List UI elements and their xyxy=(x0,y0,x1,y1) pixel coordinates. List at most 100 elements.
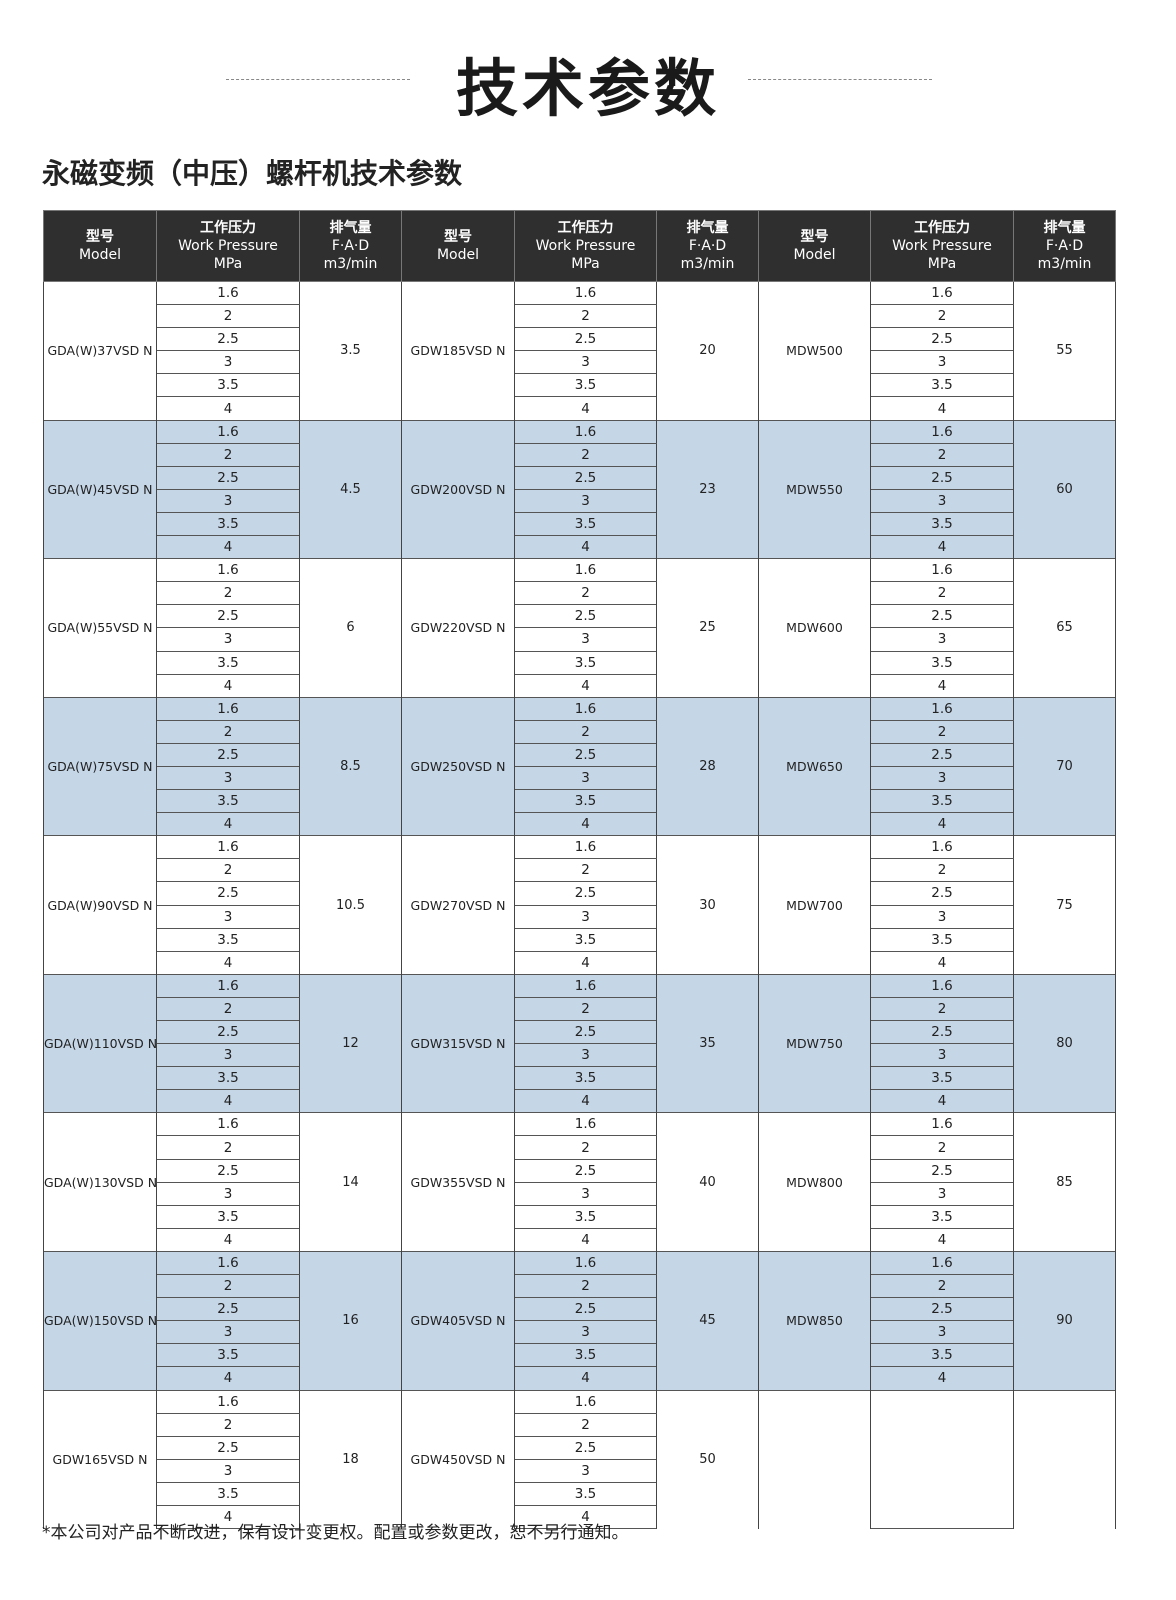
model-cell: GDA(W)37VSD N xyxy=(43,281,157,421)
pressure-cell: 2.5 xyxy=(156,1020,300,1045)
pressure-cell: 1.6 xyxy=(870,696,1014,721)
table-row: 2.5 2.5 2.5 xyxy=(44,1297,1116,1322)
pressure-cell: 4 xyxy=(156,674,300,698)
pressure-cell: 2 xyxy=(514,443,657,467)
pressure-cell: 4 xyxy=(870,1089,1014,1114)
model-cell: MDW800 xyxy=(758,1112,871,1252)
pressure-cell: 4 xyxy=(156,1228,300,1252)
fad-cell: 4.5 xyxy=(299,419,402,559)
pressure-cell: 4 xyxy=(514,951,657,975)
pressure-cell: 3 xyxy=(870,1182,1014,1206)
model-cell: MDW850 xyxy=(758,1250,871,1390)
table-row: 3.5 3.5 3.5 xyxy=(44,1205,1116,1229)
fad-cell-empty xyxy=(1013,1389,1116,1529)
model-cell: GDW270VSD N xyxy=(401,835,515,975)
fad-cell: 35 xyxy=(656,973,759,1113)
table-row: GDW165VSD N 1.6 18 GDW450VSD N 1.6 50 xyxy=(43,1389,1116,1529)
pressure-cell: 2 xyxy=(156,1413,300,1437)
pressure-cell: 3.5 xyxy=(156,512,300,537)
table-row: 3 3 3 xyxy=(44,350,1116,375)
pressure-cell: 2 xyxy=(156,1135,300,1160)
table-row: 3.5 3.5 3.5 xyxy=(44,1343,1116,1368)
pressure-cell: 2.5 xyxy=(870,743,1014,767)
pressure-cell: 2.5 xyxy=(514,466,657,490)
table-row: 3.5 3.5 3.5 xyxy=(44,1066,1116,1091)
table-header: 型号 Model 工作压力 Work Pressure MPa 排气量 F·A·D m3/mi… xyxy=(43,210,1116,282)
pressure-cell: 1.6 xyxy=(156,1112,300,1137)
model-cell: GDW200VSD N xyxy=(401,419,515,559)
pressure-cell: 3.5 xyxy=(156,789,300,814)
pressure-cell: 2.5 xyxy=(870,466,1014,490)
pressure-cell: 3 xyxy=(514,1043,657,1068)
pressure-cell: 3.5 xyxy=(156,1343,300,1368)
table-row: GDA(W)55VSD N 1.6 6 GDW220VSD N 1.6 25 MDW600 1… xyxy=(43,558,1116,698)
table-row: 3.5 3.5 3.5 xyxy=(44,512,1116,537)
model-cell: GDW165VSD N xyxy=(43,1389,157,1529)
pressure-cell: 3.5 xyxy=(870,789,1014,814)
model-cell: GDW355VSD N xyxy=(401,1112,515,1252)
fad-cell: 12 xyxy=(299,973,402,1113)
pressure-cell: 4 xyxy=(870,1366,1014,1391)
pressure-cell: 3.5 xyxy=(870,1343,1014,1368)
pressure-cell: 3 xyxy=(870,627,1014,652)
pressure-cell: 1.6 xyxy=(870,280,1014,306)
pressure-cell: 4 xyxy=(870,535,1014,560)
pressure-cell: 2 xyxy=(514,581,657,606)
pressure-cell: 3.5 xyxy=(514,1343,657,1368)
pressure-cell: 1.6 xyxy=(870,1250,1014,1276)
pressure-cell: 4 xyxy=(514,1089,657,1114)
table-row: 2.5 2.5 2.5 xyxy=(44,881,1116,906)
pressure-cell-empty xyxy=(870,1482,1014,1506)
pressure-cell: 3 xyxy=(156,1320,300,1345)
pressure-cell: 3.5 xyxy=(156,1066,300,1091)
model-cell-empty xyxy=(758,1389,871,1529)
model-cell: GDA(W)130VSD N xyxy=(43,1112,157,1252)
table-row: 2.5 2.5 2.5 xyxy=(44,604,1116,629)
header-model: 型号 Model xyxy=(758,210,871,282)
table-row: 2 2 2 xyxy=(44,720,1116,744)
pressure-cell: 1.6 xyxy=(156,280,300,306)
fad-cell: 65 xyxy=(1013,558,1116,698)
pressure-cell: 3.5 xyxy=(870,1066,1014,1091)
header-model: 型号 Model xyxy=(401,210,515,282)
pressure-cell: 4 xyxy=(514,535,657,560)
pressure-cell: 2 xyxy=(870,858,1014,883)
pressure-cell: 2 xyxy=(870,581,1014,606)
pressure-cell: 2 xyxy=(514,1413,657,1437)
pressure-cell: 4 xyxy=(870,951,1014,975)
pressure-cell: 3 xyxy=(514,905,657,929)
pressure-cell: 2 xyxy=(156,1274,300,1299)
pressure-cell: 1.6 xyxy=(514,1389,657,1414)
pressure-cell: 1.6 xyxy=(870,835,1014,860)
pressure-cell: 3 xyxy=(870,1320,1014,1345)
pressure-cell: 2.5 xyxy=(156,743,300,767)
model-cell: MDW550 xyxy=(758,419,871,559)
pressure-cell: 2 xyxy=(870,997,1014,1022)
fad-cell: 40 xyxy=(656,1112,759,1252)
pressure-cell: 3 xyxy=(514,1459,657,1483)
pressure-cell: 3.5 xyxy=(514,789,657,814)
pressure-cell: 3.5 xyxy=(514,1482,657,1506)
pressure-cell: 2 xyxy=(156,581,300,606)
pressure-cell: 3.5 xyxy=(156,1482,300,1506)
pressure-cell-empty xyxy=(870,1459,1014,1483)
pressure-cell: 3.5 xyxy=(870,651,1014,675)
fad-cell: 80 xyxy=(1013,973,1116,1113)
model-cell: GDW250VSD N xyxy=(401,696,515,836)
fad-cell: 55 xyxy=(1013,281,1116,421)
pressure-cell: 2 xyxy=(156,997,300,1022)
fad-cell: 3.5 xyxy=(299,281,402,421)
fad-cell: 70 xyxy=(1013,696,1116,836)
table-row: 4 4 4 xyxy=(44,674,1116,698)
table-row: 3 3 3 xyxy=(44,1320,1116,1345)
pressure-cell: 4 xyxy=(514,1505,657,1530)
pressure-cell: 3 xyxy=(156,489,300,513)
pressure-cell: 2 xyxy=(156,443,300,467)
table-row: 2 2 2 xyxy=(44,1274,1116,1299)
table-row: 2.5 2.5 2.5 xyxy=(44,466,1116,490)
pressure-cell: 3.5 xyxy=(514,1066,657,1091)
title-divider-left xyxy=(226,79,410,80)
model-cell: GDA(W)55VSD N xyxy=(43,558,157,698)
fad-cell: 18 xyxy=(299,1389,402,1529)
fad-cell: 8.5 xyxy=(299,696,402,836)
